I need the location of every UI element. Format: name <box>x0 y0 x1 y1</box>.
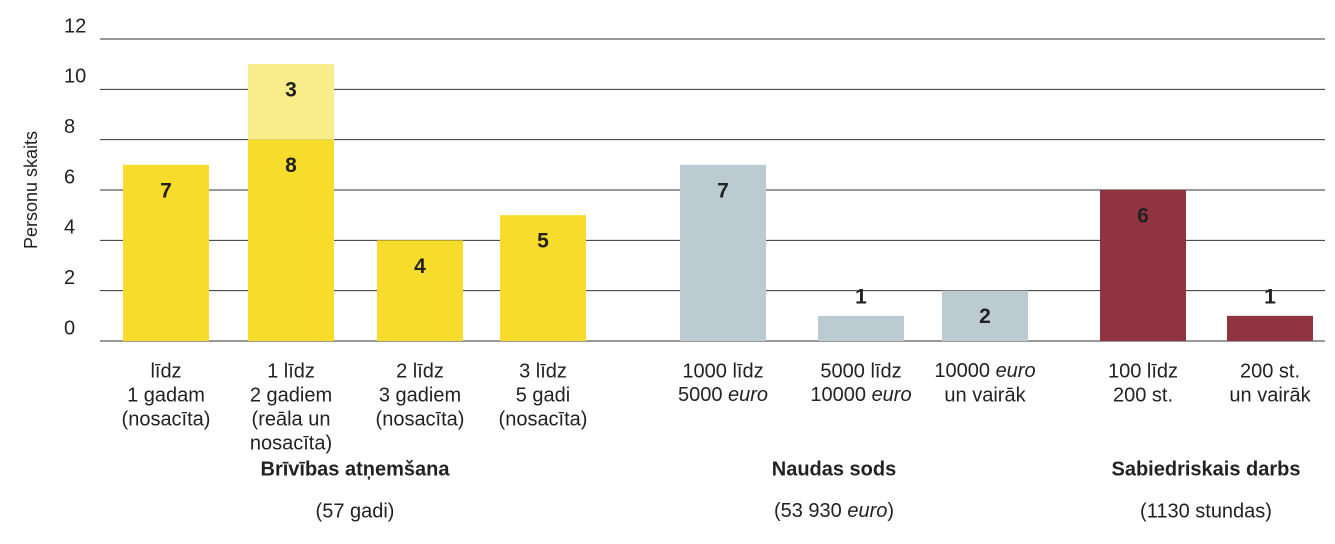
group-label: Brīvības atņemšana <box>261 458 451 480</box>
y-tick-label: 0 <box>64 317 75 339</box>
y-axis-label: Personu skaits <box>21 131 41 249</box>
bar <box>818 315 904 341</box>
x-tick-label: 2 gadiem <box>250 384 332 406</box>
y-tick-label: 4 <box>64 217 75 239</box>
value-label: 1 <box>855 285 867 308</box>
x-tick-label: 5 gadi <box>516 384 571 406</box>
x-tick-label: 100 līdz <box>1108 360 1178 382</box>
x-tick-label: (nosacīta) <box>122 408 211 430</box>
value-label: 3 <box>285 79 297 102</box>
x-tick-label: 10000 euro <box>810 384 911 406</box>
x-tick-label: 3 līdz <box>519 360 567 382</box>
x-tick-label: (reāla un <box>252 408 331 430</box>
group-sublabel: (53 930 euro) <box>774 500 894 522</box>
x-tick-label: 10000 euro <box>934 360 1035 382</box>
x-tick-label: (nosacīta) <box>499 408 588 430</box>
value-label: 7 <box>160 179 172 202</box>
value-label: 5 <box>537 230 549 253</box>
group-label: Naudas sods <box>772 458 896 480</box>
bar <box>377 240 463 341</box>
y-tick-label: 8 <box>64 116 75 138</box>
x-tick-label: un vairāk <box>1229 384 1311 406</box>
bar <box>680 164 766 341</box>
bar <box>500 215 586 341</box>
group-label: Sabiedriskais darbs <box>1112 458 1301 480</box>
y-tick-label: 10 <box>64 66 86 88</box>
x-tick-label: līdz <box>150 360 181 382</box>
x-tick-label: 1000 līdz <box>682 360 763 382</box>
value-label: 2 <box>979 305 991 328</box>
y-tick-label: 12 <box>64 15 86 37</box>
x-tick-label: 2 līdz <box>396 360 444 382</box>
x-tick-label: 200 st. <box>1240 360 1300 382</box>
x-tick-label: 5000 līdz <box>820 360 901 382</box>
x-tick-label: nosacīta) <box>250 432 332 454</box>
value-label: 6 <box>1137 205 1149 228</box>
bar <box>942 290 1028 341</box>
x-tick-label: 3 gadiem <box>379 384 461 406</box>
x-tick-label: (nosacīta) <box>376 408 465 430</box>
bar <box>248 64 334 140</box>
bar <box>123 164 209 341</box>
value-label: 4 <box>414 255 426 278</box>
group-sublabel: (1130 stundas) <box>1140 500 1272 522</box>
x-tick-label: un vairāk <box>944 384 1026 406</box>
y-tick-label: 6 <box>64 166 75 188</box>
group-sublabel: (57 gadi) <box>316 500 395 522</box>
x-tick-label: 200 st. <box>1113 384 1173 406</box>
x-tick-label: 1 gadam <box>127 384 205 406</box>
value-label: 1 <box>1264 285 1276 308</box>
y-tick-label: 2 <box>64 267 75 289</box>
bar <box>1227 315 1313 341</box>
x-tick-label: 5000 euro <box>678 384 768 406</box>
value-label: 8 <box>285 154 297 177</box>
x-tick-label: 1 līdz <box>267 360 315 382</box>
value-label: 7 <box>717 179 729 202</box>
bar <box>248 139 334 341</box>
bar <box>1100 190 1186 341</box>
